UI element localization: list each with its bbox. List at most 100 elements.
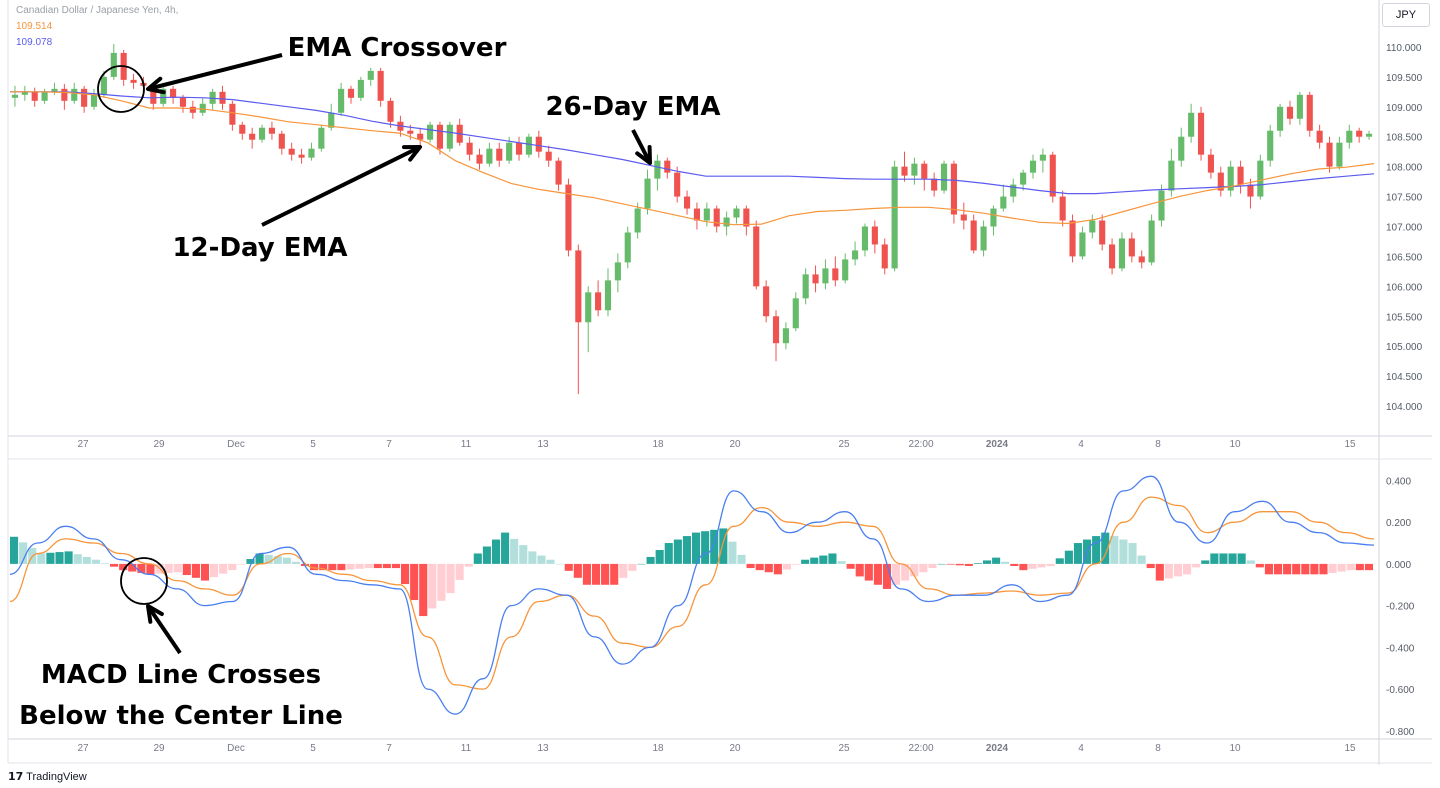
- macd-histogram-bar: [1019, 563, 1028, 571]
- macd-histogram-bar: [628, 563, 637, 571]
- macd-histogram-bar: [482, 546, 491, 564]
- candle-body: [683, 196, 691, 209]
- macd-histogram-bar: [491, 539, 501, 564]
- time-tick-label: 5: [310, 743, 316, 754]
- macd-histogram-bar: [792, 563, 801, 565]
- time-tick-label: 15: [1344, 439, 1356, 450]
- candle-body: [723, 217, 730, 227]
- candle-body: [11, 94, 19, 98]
- macd-tick-label: -0.200: [1386, 602, 1415, 613]
- candle-body: [1010, 184, 1017, 197]
- time-tick-label: 20: [729, 439, 741, 450]
- macd-histogram-bar: [273, 556, 282, 564]
- macd-histogram-bar: [810, 557, 819, 564]
- macd-histogram-bar: [1273, 563, 1283, 575]
- candle-body: [575, 250, 582, 323]
- candle-body: [189, 106, 196, 113]
- candle-body: [832, 268, 839, 281]
- macd-histogram-bar: [528, 551, 537, 564]
- macd-histogram-bar: [164, 563, 173, 573]
- macd-histogram-bar: [573, 563, 582, 578]
- macd-histogram-bar: [728, 541, 737, 564]
- candle-body: [664, 160, 671, 173]
- macd-histogram-bar: [619, 563, 628, 578]
- candle-body: [1326, 142, 1333, 167]
- macd-histogram-bar: [1301, 563, 1310, 575]
- macd-histogram-bar: [1364, 563, 1373, 571]
- macd-histogram-bar: [501, 532, 510, 564]
- candle-body: [545, 151, 552, 161]
- currency-button[interactable]: JPY: [1382, 3, 1430, 27]
- candle-body: [1118, 238, 1126, 269]
- candle-body: [229, 103, 236, 125]
- macd-histogram-bar: [873, 563, 882, 585]
- candle-body: [367, 70, 374, 80]
- macd-histogram-bar: [828, 553, 837, 564]
- candle-body: [110, 52, 117, 77]
- time-tick-label: 22:00: [908, 743, 933, 754]
- macd-line: [9, 475, 1375, 715]
- candle-body: [842, 259, 849, 281]
- macd-histogram-bar: [173, 563, 182, 573]
- candle-body: [81, 88, 88, 107]
- macd-histogram-bar: [255, 553, 264, 564]
- candle-body: [1197, 112, 1205, 155]
- price-tick-label: 105.000: [1386, 342, 1423, 353]
- macd-histogram-bar: [510, 538, 519, 564]
- candle-body: [288, 148, 295, 155]
- candle-body: [1020, 172, 1027, 185]
- macd-histogram-bar: [237, 563, 246, 565]
- macd-histogram-bar: [1319, 563, 1328, 575]
- macd-histogram-bar: [801, 559, 810, 564]
- macd-histogram-bar: [537, 555, 546, 564]
- candle-body: [417, 133, 424, 140]
- crossover-arrow: [147, 53, 283, 91]
- macd-histogram-bar: [564, 563, 573, 571]
- macd-histogram-bar: [137, 563, 146, 573]
- macd-histogram-bar: [346, 563, 355, 570]
- time-tick-label: 13: [537, 743, 549, 754]
- macd-histogram-bar: [1073, 543, 1083, 564]
- candle-body: [604, 280, 612, 311]
- candle-body: [318, 127, 325, 149]
- macd-histogram-bar: [673, 539, 682, 564]
- macd-pane[interactable]: [9, 475, 1375, 715]
- macd-histogram-bar: [1228, 553, 1237, 564]
- candle-body: [891, 166, 898, 269]
- macd-histogram-bar: [646, 556, 655, 564]
- time-tick-label: 2024: [986, 439, 1009, 450]
- macd-histogram-bar: [1028, 563, 1037, 569]
- tv-icon: 17: [8, 770, 24, 783]
- candle-body: [970, 220, 977, 251]
- macd-histogram-bar: [291, 561, 300, 564]
- candle-body: [990, 208, 997, 227]
- price-tick-label: 109.500: [1386, 73, 1423, 84]
- macd-histogram-bar: [46, 552, 55, 564]
- macd-histogram-bar: [946, 563, 955, 565]
- candle-body: [535, 136, 542, 152]
- price-pane[interactable]: [10, 43, 1375, 395]
- macd-tick-label: -0.600: [1386, 685, 1415, 696]
- macd-histogram-bar: [1137, 555, 1146, 564]
- candle-body: [525, 136, 532, 155]
- ema26-line: [10, 91, 1375, 195]
- macd-histogram-bar: [610, 563, 619, 585]
- time-tick-label: 7: [386, 439, 392, 450]
- tradingview-logo[interactable]: 17 TradingView: [8, 770, 87, 784]
- price-tick-label: 106.500: [1386, 252, 1423, 263]
- price-tick-label: 110.000: [1386, 43, 1422, 54]
- candle-body: [624, 232, 631, 263]
- macd-histogram-bar: [964, 563, 973, 566]
- macd-histogram-bar: [337, 563, 346, 571]
- macd-histogram-bar: [64, 551, 73, 564]
- time-tick-label: 10: [1229, 439, 1241, 450]
- candle-body: [763, 286, 770, 317]
- macd-histogram-bar: [846, 563, 855, 569]
- symbol-title: Canadian Dollar / Japanese Yen, 4h,: [16, 5, 179, 16]
- macd-histogram-bar: [1337, 563, 1346, 572]
- candle-body: [1207, 154, 1214, 173]
- candle-body: [239, 124, 246, 134]
- candle-body: [258, 127, 266, 140]
- macd-histogram-bar: [682, 536, 691, 564]
- candle-body: [1069, 220, 1076, 257]
